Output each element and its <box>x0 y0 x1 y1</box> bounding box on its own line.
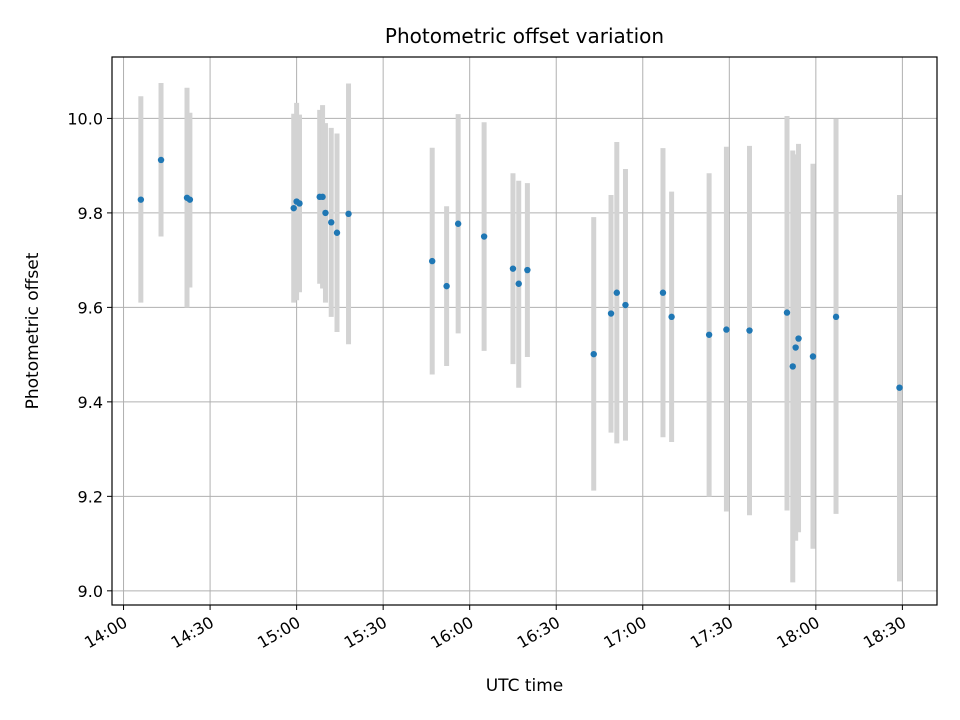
data-point <box>613 289 621 296</box>
y-tick-label: 10.0 <box>67 109 103 128</box>
data-point <box>746 327 753 334</box>
y-tick-label: 9.8 <box>78 204 103 223</box>
y-tick-label: 9.6 <box>78 298 103 317</box>
y-axis-title: Photometric offset <box>23 252 43 409</box>
y-axis: 9.0 9.2 9.4 9.6 9.8 10.0 <box>67 109 112 601</box>
y-tick-label: 9.2 <box>78 487 103 506</box>
data-point <box>705 331 713 338</box>
data-point <box>157 156 165 164</box>
chart-title: Photometric offset variation <box>385 24 664 48</box>
data-point <box>590 350 597 358</box>
data-point <box>509 265 517 272</box>
data-point <box>428 257 436 265</box>
plot-frame <box>111 56 938 606</box>
data-point <box>443 282 450 290</box>
data-point <box>296 200 303 207</box>
data-point <box>186 196 194 203</box>
data-point <box>480 233 488 240</box>
x-axis-title: UTC time <box>486 676 564 696</box>
data-point <box>524 266 531 274</box>
data-point <box>137 196 145 203</box>
data-point <box>345 210 352 218</box>
data-point <box>322 209 329 217</box>
data-point <box>607 310 615 317</box>
y-tick-label: 9.4 <box>78 393 103 412</box>
data-point <box>723 326 730 333</box>
data-point <box>783 309 791 316</box>
data-point <box>333 229 341 236</box>
data-point <box>659 289 667 296</box>
data-point <box>809 353 817 360</box>
data-point <box>290 204 297 212</box>
data-point <box>792 344 799 351</box>
data-point <box>795 335 802 342</box>
data-points <box>137 156 903 391</box>
data-point <box>319 193 326 201</box>
data-point <box>832 313 840 321</box>
y-tick-label: 9.0 <box>78 582 103 601</box>
data-point <box>515 280 522 287</box>
data-point <box>789 363 796 370</box>
data-point <box>454 220 462 227</box>
data-point <box>328 219 335 226</box>
data-point <box>622 301 629 309</box>
data-point <box>896 384 903 391</box>
data-point <box>668 313 675 321</box>
